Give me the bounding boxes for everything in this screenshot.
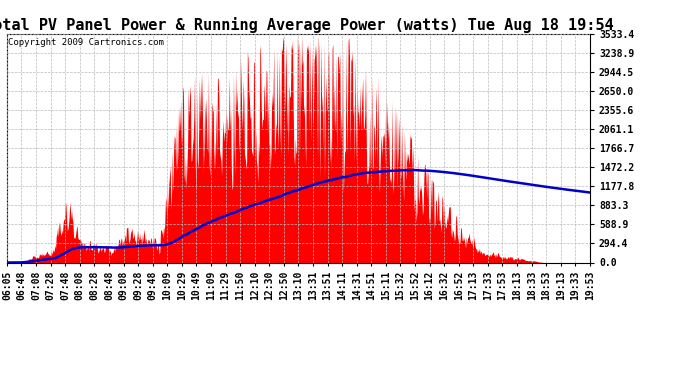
Text: Copyright 2009 Cartronics.com: Copyright 2009 Cartronics.com [8,38,164,47]
Title: Total PV Panel Power & Running Average Power (watts) Tue Aug 18 19:54: Total PV Panel Power & Running Average P… [0,16,613,33]
